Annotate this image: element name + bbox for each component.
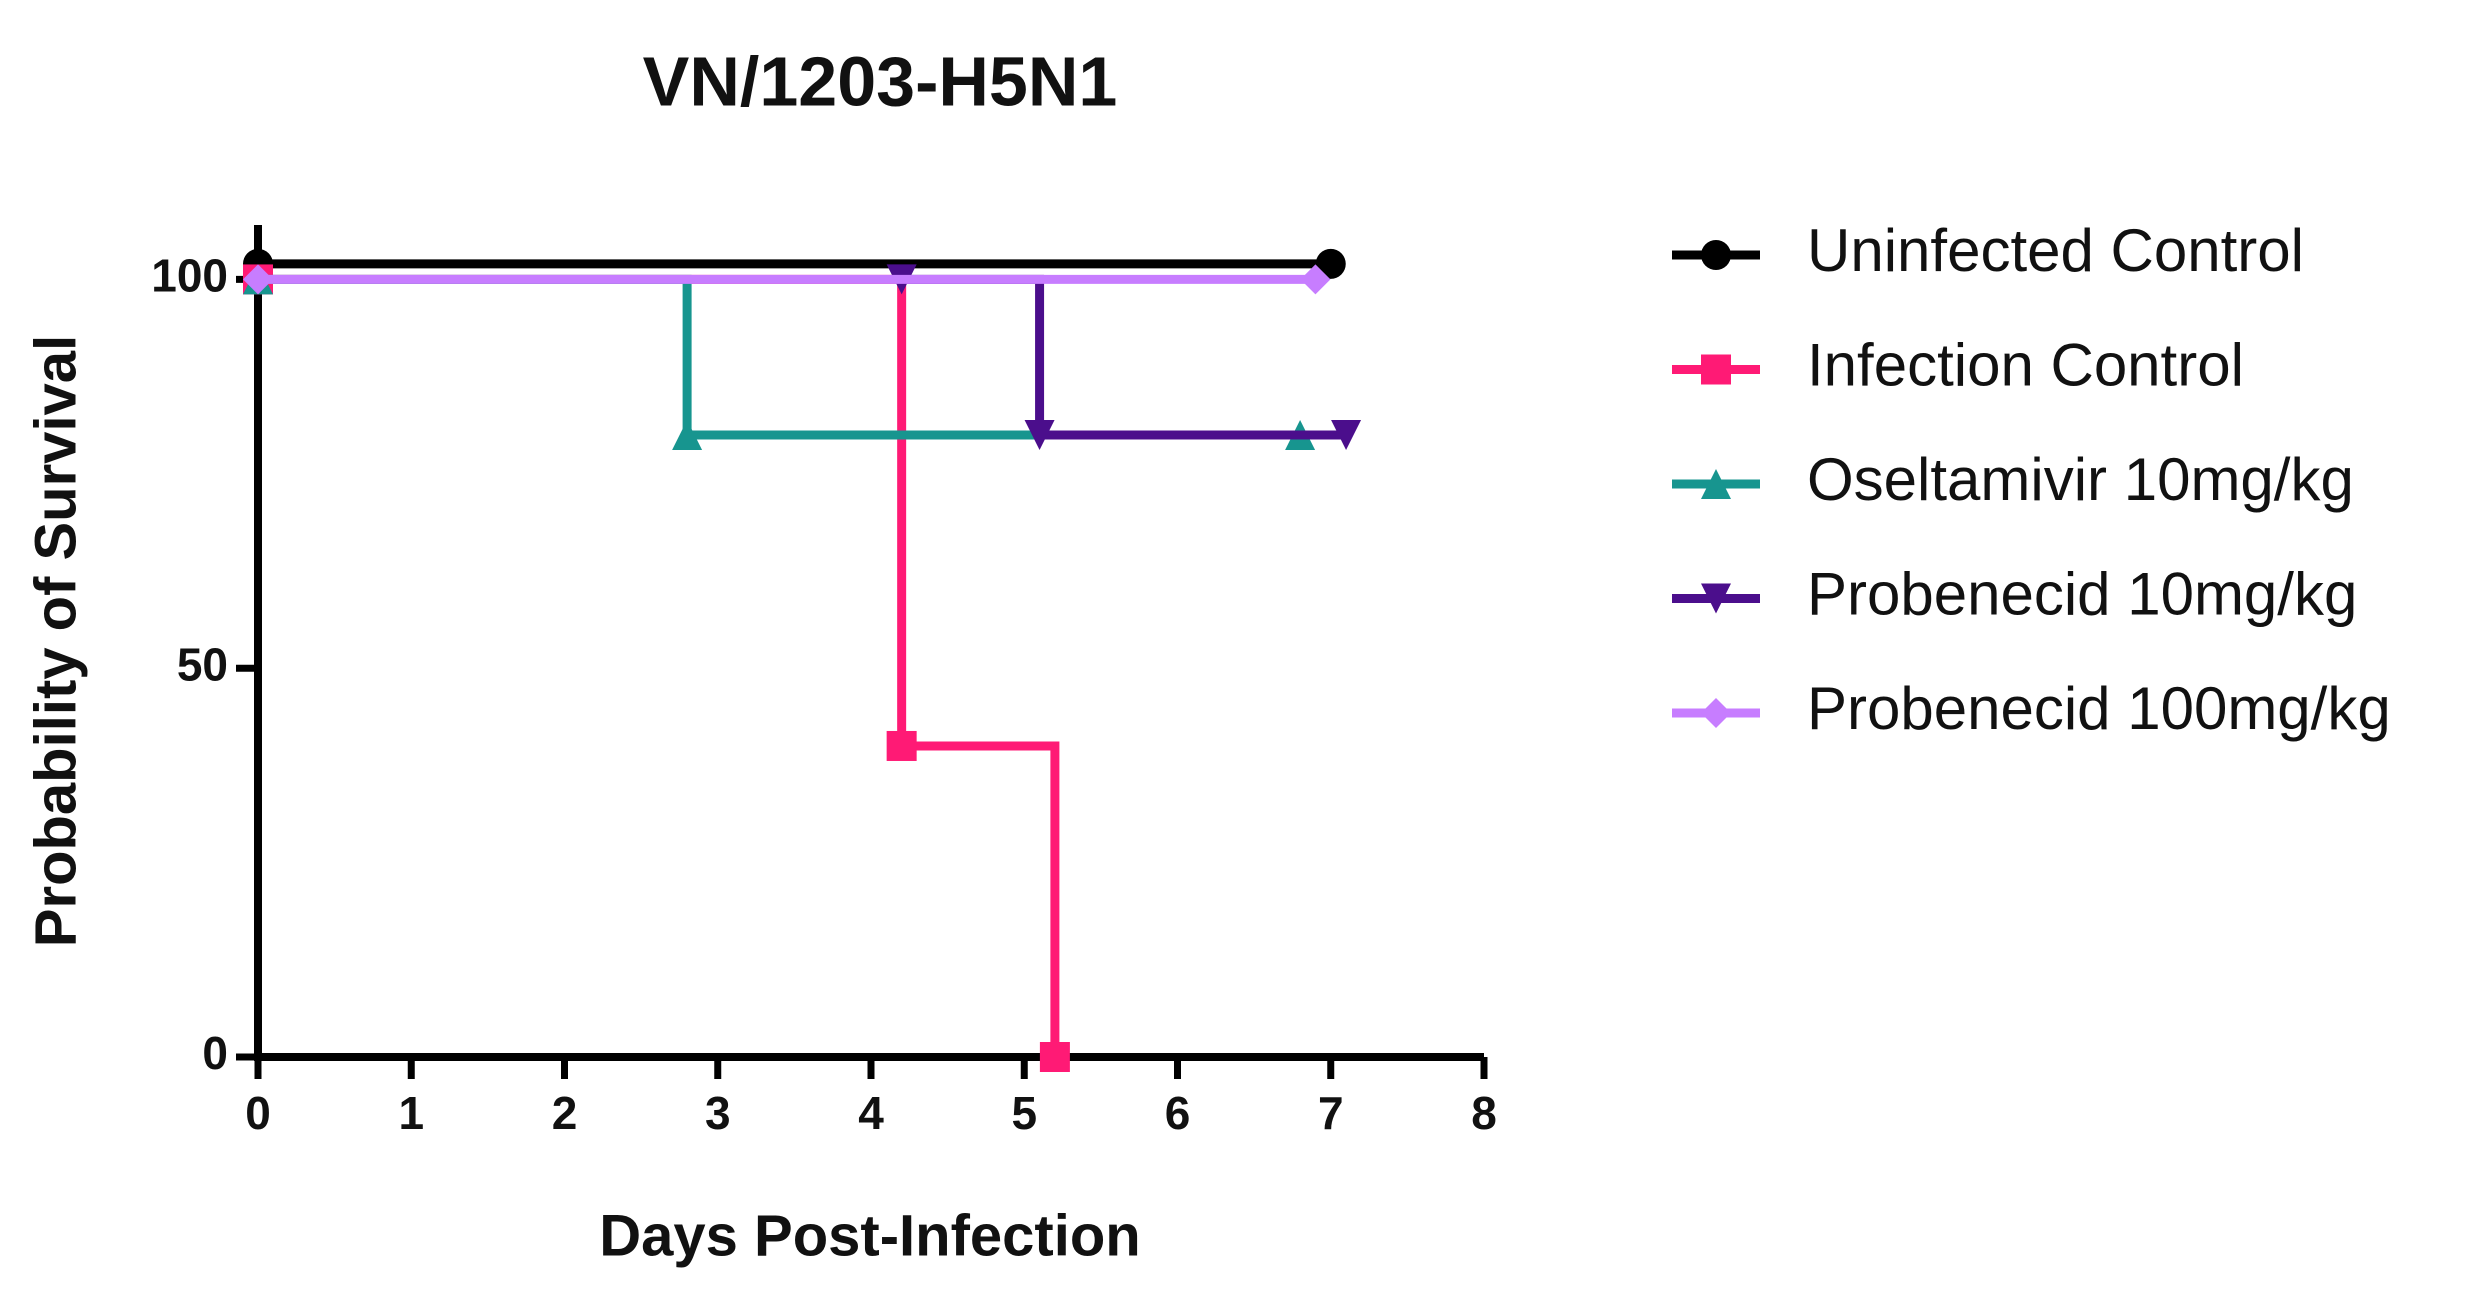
legend-marker (1701, 354, 1731, 385)
x-tick-label: 2 (552, 1087, 578, 1139)
legend-marker (1701, 698, 1731, 728)
marker (1300, 264, 1331, 295)
marker (1039, 1042, 1070, 1072)
x-tick-label: 8 (1471, 1087, 1497, 1139)
survival-line (258, 274, 1301, 440)
chart-title: VN/1203-H5N1 (643, 42, 1118, 120)
x-tick-label: 0 (245, 1087, 271, 1139)
marker (1331, 419, 1362, 450)
y-axis-label: Probability of Survival (23, 335, 88, 947)
survival-line (258, 274, 1060, 1057)
x-tick-label: 5 (1011, 1087, 1037, 1139)
y-tick-label: 0 (202, 1027, 228, 1079)
x-tick-label: 1 (398, 1087, 424, 1139)
legend-marker (1701, 469, 1731, 499)
legend-label: Uninfected Control (1807, 217, 2304, 284)
x-tick-label: 7 (1318, 1087, 1344, 1139)
marker (243, 264, 273, 295)
legend-label: Oseltamivir 10mg/kg (1807, 446, 2354, 513)
legend-label: Probenecid 10mg/kg (1807, 560, 2357, 627)
legend-marker (1701, 240, 1731, 270)
legend-marker (1701, 583, 1731, 614)
x-tick-label: 6 (1165, 1087, 1191, 1139)
x-axis-label: Days Post-Infection (599, 1203, 1140, 1268)
survival-line (901, 274, 1347, 440)
x-tick-label: 4 (858, 1087, 884, 1139)
y-tick-label: 50 (177, 638, 228, 690)
marker (672, 419, 703, 450)
y-tick-label: 100 (151, 250, 228, 302)
legend-label: Probenecid 100mg/kg (1807, 675, 2391, 742)
legend-label: Infection Control (1807, 331, 2244, 398)
x-tick-label: 3 (705, 1087, 731, 1139)
marker (886, 730, 917, 761)
marker (1315, 248, 1346, 279)
marker (1024, 419, 1055, 450)
